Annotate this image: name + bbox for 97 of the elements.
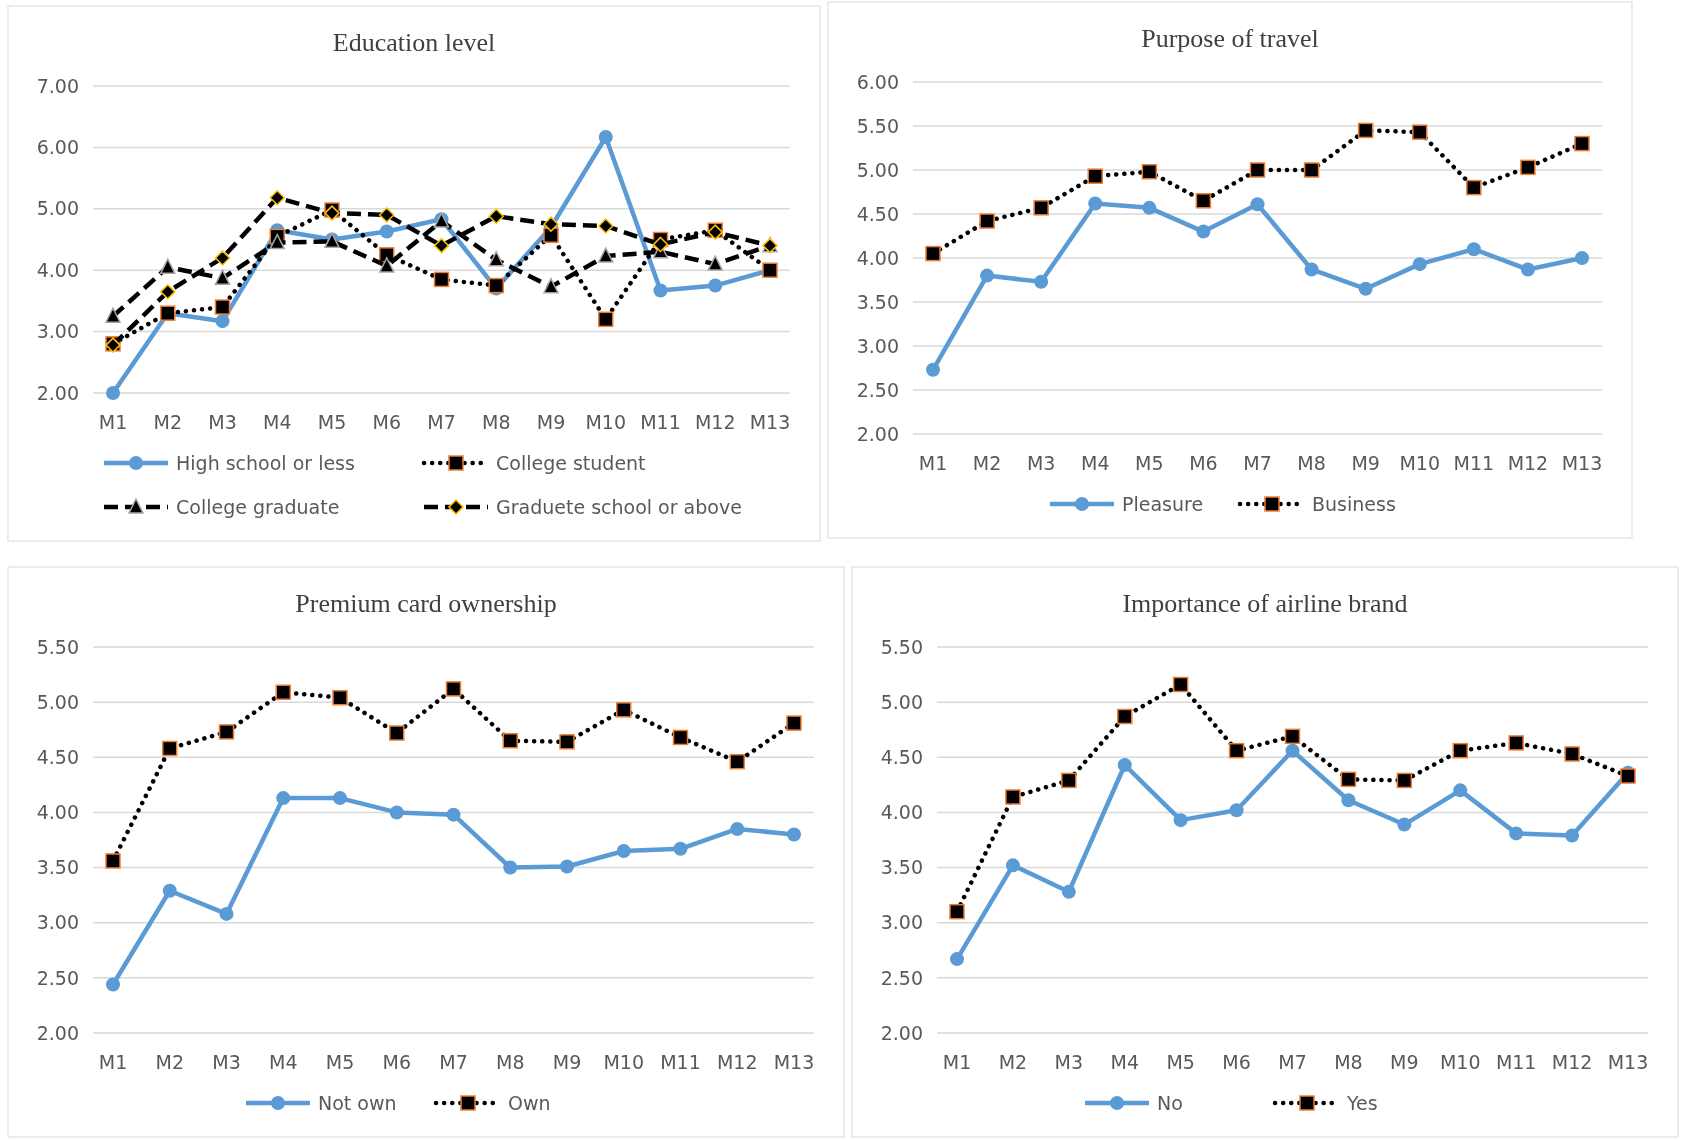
x-tick-label: M5 [325,1051,355,1073]
y-tick-label: 2.50 [880,966,923,989]
x-tick-label: M6 [382,1051,411,1073]
x-tick-label: M4 [1110,1051,1139,1073]
x-tick-label: M11 [1495,1051,1537,1073]
x-tick-label: M10 [603,1051,645,1073]
y-tick-label: 4.00 [36,258,79,281]
x-tick-label: M7 [1278,1051,1307,1073]
x-tick-label: M3 [1026,452,1056,474]
x-tick-label: M11 [640,411,681,433]
x-tick-label: M12 [716,1051,758,1073]
legend-label: Yes [1346,1091,1378,1114]
legend-label: Own [508,1091,551,1114]
legend-label: College graduate [176,495,340,518]
chart-title: Education level [332,28,496,57]
y-tick-label: 5.50 [856,114,899,137]
x-tick-label: M5 [1166,1051,1195,1073]
x-tick-label: M12 [1507,452,1549,474]
x-tick-label: M11 [1453,452,1495,474]
x-tick-label: M2 [155,1051,184,1073]
x-tick-label: M2 [153,411,182,433]
x-tick-label: M5 [1135,452,1164,474]
y-tick-label: 4.00 [856,246,899,269]
y-tick-label: 7.00 [36,74,79,97]
x-tick-label: M10 [1399,452,1441,474]
x-tick-label: M9 [1351,452,1380,474]
x-tick-label: M8 [1297,452,1326,474]
x-tick-label: M9 [552,1051,582,1073]
x-tick-label: M4 [269,1051,298,1073]
y-tick-label: 4.50 [36,745,79,768]
x-tick-label: M6 [1222,1051,1251,1073]
y-tick-label: 4.50 [880,745,923,768]
x-tick-label: M1 [98,1051,128,1073]
x-tick-label: M10 [585,411,627,433]
x-tick-label: M10 [1439,1051,1481,1073]
legend-label: No [1157,1091,1183,1114]
chart-title: Purpose of travel [1141,24,1319,53]
y-tick-label: 2.00 [856,422,899,445]
y-tick-label: 5.00 [36,197,79,220]
y-tick-label: 4.00 [36,801,79,824]
x-tick-label: M13 [773,1051,815,1073]
x-tick-label: M13 [1561,452,1603,474]
x-tick-label: M8 [482,411,511,433]
y-tick-label: 3.50 [880,856,923,879]
x-tick-label: M13 [1607,1051,1649,1073]
y-tick-label: 2.00 [880,1021,923,1044]
x-tick-label: M8 [496,1051,525,1073]
x-tick-label: M4 [1081,452,1110,474]
y-tick-label: 3.50 [856,290,899,313]
legend-label: Pleasure [1122,492,1204,515]
x-tick-label: M6 [1189,452,1218,474]
x-tick-label: M3 [1054,1051,1084,1073]
x-tick-label: M7 [1243,452,1272,474]
x-tick-label: M5 [317,411,347,433]
chart-title: Premium card ownership [295,589,557,618]
y-tick-label: 3.50 [36,856,79,879]
x-tick-label: M12 [1551,1051,1593,1073]
y-tick-label: 5.00 [880,690,923,713]
x-tick-label: M7 [427,411,456,433]
y-tick-label: 3.00 [36,911,79,934]
x-tick-label: M1 [918,452,948,474]
legend-label: Graduete school or above [496,495,742,518]
y-tick-label: 2.50 [856,378,899,401]
y-tick-label: 5.00 [36,690,79,713]
y-tick-label: 2.50 [36,966,79,989]
x-tick-label: M8 [1334,1051,1363,1073]
x-tick-label: M1 [942,1051,972,1073]
legend-label: College student [496,451,646,474]
x-tick-label: M13 [749,411,791,433]
x-tick-label: M9 [536,411,566,433]
y-tick-label: 2.00 [36,381,79,404]
x-tick-label: M11 [660,1051,701,1073]
y-tick-label: 5.50 [880,635,923,658]
legend-label: High school or less [176,451,355,474]
y-tick-label: 3.00 [856,334,899,357]
x-tick-label: M9 [1390,1051,1419,1073]
y-tick-label: 5.00 [856,158,899,181]
x-tick-label: M3 [212,1051,241,1073]
y-tick-label: 5.50 [36,635,79,658]
x-tick-label: M6 [372,411,401,433]
legend-label: Business [1312,492,1396,515]
x-tick-label: M4 [263,411,292,433]
y-tick-label: 4.00 [880,801,923,824]
legend-label: Not own [318,1091,397,1114]
y-tick-label: 2.00 [36,1021,79,1044]
y-tick-label: 3.00 [880,911,923,934]
y-tick-label: 6.00 [36,136,79,159]
y-tick-label: 4.50 [856,202,899,225]
y-tick-label: 3.00 [36,320,79,343]
x-tick-label: M12 [694,411,736,433]
x-tick-label: M3 [208,411,237,433]
x-tick-label: M2 [972,452,1002,474]
chart-title: Importance of airline brand [1122,589,1408,618]
x-tick-label: M7 [439,1051,468,1073]
x-tick-label: M1 [98,411,128,433]
y-tick-label: 6.00 [856,70,899,93]
x-tick-label: M2 [998,1051,1028,1073]
